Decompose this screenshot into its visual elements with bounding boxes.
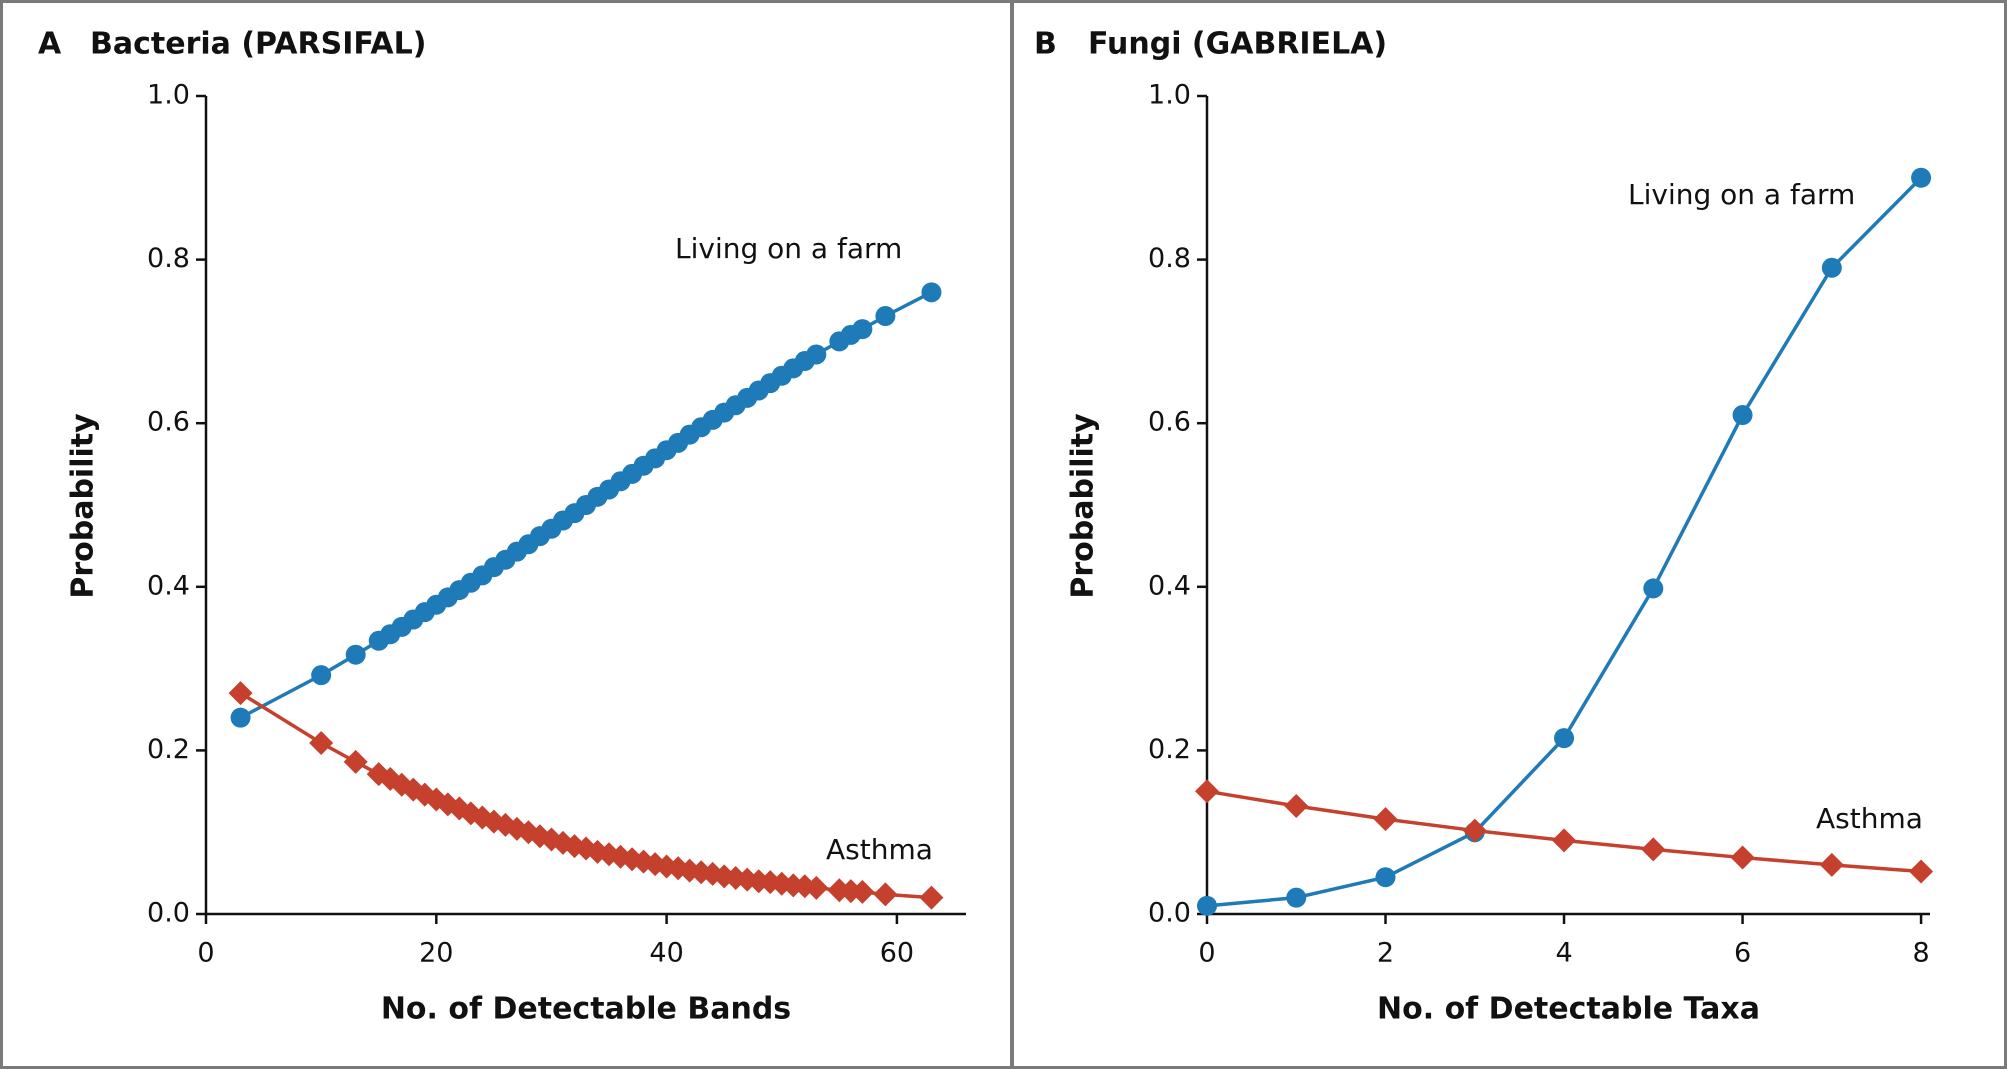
circle-marker xyxy=(311,665,332,686)
x-tick-label: 40 xyxy=(649,938,683,969)
x-tick-label: 20 xyxy=(419,938,453,969)
x-tick-label: 2 xyxy=(1377,938,1394,969)
circle-marker xyxy=(230,707,251,728)
diamond-marker xyxy=(1462,818,1487,843)
y-tick-label: 0.4 xyxy=(147,570,190,601)
circle-marker xyxy=(1732,405,1753,426)
x-tick-label: 60 xyxy=(880,938,914,969)
circle-marker xyxy=(852,319,873,340)
circle-marker xyxy=(1286,887,1307,908)
circle-marker xyxy=(1821,257,1842,278)
y-tick-label: 0.8 xyxy=(1148,243,1191,274)
diamond-marker xyxy=(1641,837,1666,862)
circle-marker xyxy=(1911,167,1932,188)
series-label: Living on a farm xyxy=(1628,178,1855,211)
circle-marker xyxy=(875,306,896,327)
y-axis-label: Probability xyxy=(1066,413,1101,599)
x-tick-label: 6 xyxy=(1734,938,1751,969)
y-tick-label: 1.0 xyxy=(1148,80,1191,111)
circle-marker xyxy=(1554,728,1575,749)
diamond-marker xyxy=(919,885,944,910)
diamond-marker xyxy=(873,882,898,907)
y-tick-label: 0.8 xyxy=(147,243,190,274)
diamond-marker xyxy=(1819,852,1844,877)
diamond-marker xyxy=(1195,779,1219,804)
y-tick-label: 0.0 xyxy=(1148,898,1191,929)
y-tick-label: 0.6 xyxy=(1148,407,1191,438)
diamond-marker xyxy=(1730,845,1755,870)
y-tick-label: 0.4 xyxy=(1148,570,1191,601)
series-label: Living on a farm xyxy=(675,232,902,265)
x-tick-label: 4 xyxy=(1555,938,1572,969)
x-axis-label: No. of Detectable Taxa xyxy=(1377,992,1760,1027)
panel-letter: A xyxy=(38,27,62,62)
diamond-marker xyxy=(1909,859,1934,884)
circle-marker xyxy=(1643,578,1664,599)
x-tick-label: 0 xyxy=(1198,938,1215,969)
y-tick-label: 0.6 xyxy=(147,407,190,438)
chart-title: Bacteria (PARSIFAL) xyxy=(90,27,426,62)
diamond-marker xyxy=(309,731,334,756)
x-tick-label: 0 xyxy=(197,938,214,969)
series-label: Asthma xyxy=(1816,802,1923,835)
y-tick-label: 0.2 xyxy=(1148,734,1191,765)
diamond-marker xyxy=(804,875,829,900)
x-tick-label: 8 xyxy=(1912,938,1929,969)
circle-marker xyxy=(921,282,942,303)
series-line xyxy=(1206,176,1923,908)
circle-marker xyxy=(1197,895,1217,916)
series-line xyxy=(239,691,932,900)
y-tick-label: 1.0 xyxy=(147,80,190,111)
circle-marker xyxy=(1375,867,1396,888)
circle-marker xyxy=(806,344,827,365)
x-axis-label: No. of Detectable Bands xyxy=(381,992,791,1027)
diamond-marker xyxy=(228,681,253,706)
panel-letter: B xyxy=(1034,27,1057,62)
circle-marker xyxy=(345,644,366,665)
y-axis-label: Probability xyxy=(66,413,101,599)
diamond-marker xyxy=(1284,794,1309,819)
diamond-marker xyxy=(1552,828,1577,853)
y-tick-label: 0.2 xyxy=(147,734,190,765)
diamond-marker xyxy=(343,749,368,774)
chart-title: Fungi (GABRIELA) xyxy=(1088,27,1387,62)
y-tick-label: 0.0 xyxy=(147,898,190,929)
diamond-marker xyxy=(850,879,875,904)
series-label: Asthma xyxy=(826,833,933,866)
diamond-marker xyxy=(1373,807,1398,832)
